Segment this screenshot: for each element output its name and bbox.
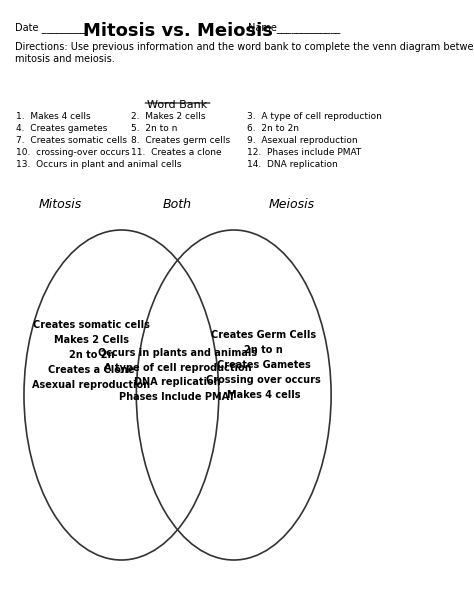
Text: 10.  crossing-over occurs: 10. crossing-over occurs	[17, 148, 130, 157]
Text: Both: Both	[163, 198, 192, 211]
Text: Occurs in plants and animals
A type of cell reproduction
DNA replication
Phases : Occurs in plants and animals A type of c…	[98, 348, 257, 402]
Text: 1.  Makes 4 cells: 1. Makes 4 cells	[17, 112, 91, 121]
Text: 9.  Asexual reproduction: 9. Asexual reproduction	[247, 136, 358, 145]
Text: Name_____________: Name_____________	[248, 22, 340, 33]
Text: 5.  2n to n: 5. 2n to n	[131, 124, 177, 133]
Text: Directions: Use previous information and the word bank to complete the venn diag: Directions: Use previous information and…	[15, 42, 474, 64]
Text: Creates Germ Cells
2n to n
Creates Gametes
Crossing over occurs
Makes 4 cells: Creates Germ Cells 2n to n Creates Gamet…	[206, 330, 321, 400]
Text: 3.  A type of cell reproduction: 3. A type of cell reproduction	[247, 112, 382, 121]
Text: 11.  Creates a clone: 11. Creates a clone	[131, 148, 222, 157]
Text: 14.  DNA replication: 14. DNA replication	[247, 160, 338, 169]
Text: 2.  Makes 2 cells: 2. Makes 2 cells	[131, 112, 206, 121]
Text: Date _________: Date _________	[15, 22, 85, 33]
Text: Creates somatic cells
Makes 2 Cells
2n to 2n
Creates a Clone
Asexual reproductio: Creates somatic cells Makes 2 Cells 2n t…	[32, 321, 150, 390]
Text: Mitosis vs. Meiosis: Mitosis vs. Meiosis	[82, 22, 273, 40]
Text: Meiosis: Meiosis	[269, 198, 315, 211]
Text: 4.  Creates gametes: 4. Creates gametes	[17, 124, 108, 133]
Text: Word Bank: Word Bank	[147, 100, 208, 110]
Text: 6.  2n to 2n: 6. 2n to 2n	[247, 124, 299, 133]
Text: 8.  Creates germ cells: 8. Creates germ cells	[131, 136, 230, 145]
Text: 7.  Creates somatic cells: 7. Creates somatic cells	[17, 136, 128, 145]
Text: Mitosis: Mitosis	[38, 198, 82, 211]
Text: 12.  Phases include PMAT: 12. Phases include PMAT	[247, 148, 362, 157]
Text: 13.  Occurs in plant and animal cells: 13. Occurs in plant and animal cells	[17, 160, 182, 169]
